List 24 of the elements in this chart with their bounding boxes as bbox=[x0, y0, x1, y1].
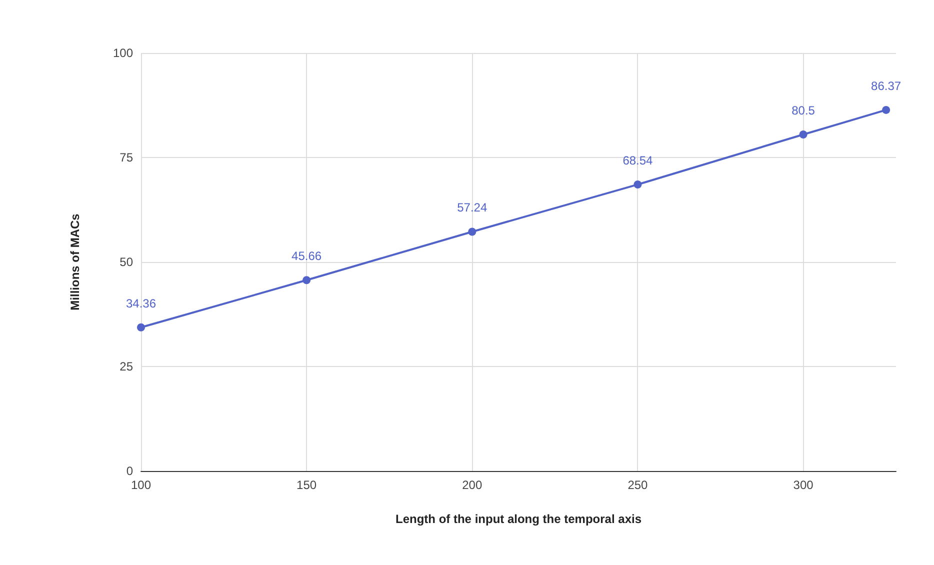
point bbox=[634, 180, 642, 188]
x-tick-label: 300 bbox=[793, 478, 814, 492]
point bbox=[302, 276, 311, 284]
point bbox=[882, 106, 890, 114]
x-tick-label: 250 bbox=[628, 478, 648, 492]
y-tick-label: 25 bbox=[120, 360, 134, 374]
point bbox=[799, 130, 808, 139]
data-label: 45.66 bbox=[292, 249, 322, 264]
data-label: 34.36 bbox=[126, 296, 156, 310]
x-tick-label: 200 bbox=[462, 478, 482, 492]
point bbox=[137, 323, 145, 332]
data-label: 57.24 bbox=[457, 200, 488, 215]
y-tick-label: 50 bbox=[120, 255, 134, 269]
data-label: 68.54 bbox=[622, 154, 654, 168]
y-tick-label: 100 bbox=[112, 46, 134, 60]
y-tick-label: 75 bbox=[120, 150, 134, 164]
x-axis-title: Length of the input along the temporal axis bbox=[395, 512, 642, 526]
point bbox=[468, 228, 476, 236]
data-label: 86.37 bbox=[871, 78, 902, 93]
data-label: 80.5 bbox=[792, 104, 816, 118]
x-tick-label: 100 bbox=[130, 478, 152, 492]
x-tick-label: 150 bbox=[296, 478, 317, 492]
y-axis-title: Millions of MACs bbox=[68, 213, 82, 310]
y-tick-label: 0 bbox=[126, 464, 134, 478]
